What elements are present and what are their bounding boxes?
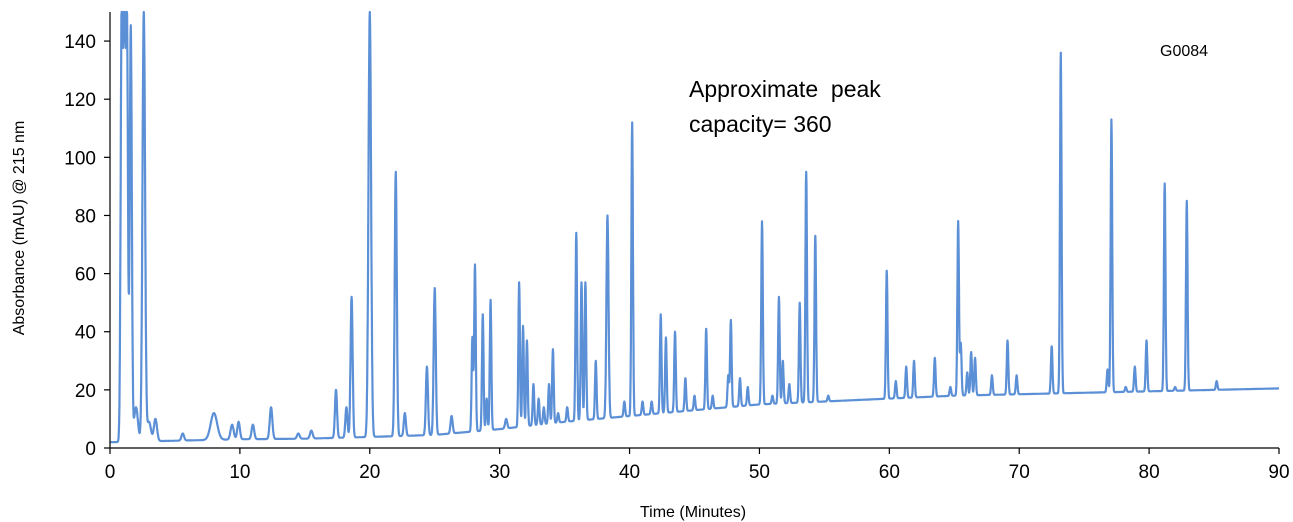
y-tick-label: 140	[64, 32, 96, 53]
y-axis-title: Absorbance (mAU) @ 215 nm	[11, 121, 28, 336]
y-tick-label: 100	[64, 148, 96, 169]
x-axis-ticks: 0 10 20 30 40 50 60 70 80 90	[105, 448, 1290, 483]
y-axis-ticks: 0 20 40 60 80 100 120 140	[64, 32, 110, 460]
y-tick-label: 40	[75, 323, 96, 344]
x-tick-label: 20	[359, 462, 380, 483]
plot-area	[109, 10, 1280, 444]
x-tick-label: 10	[229, 462, 250, 483]
x-axis-title: Time (Minutes)	[640, 504, 746, 521]
x-tick-label: 80	[1139, 462, 1160, 483]
x-tick-label: 40	[619, 462, 640, 483]
peak-capacity-annotation-line2: capacity= 360	[689, 111, 832, 137]
x-tick-label: 0	[105, 462, 116, 483]
x-tick-label: 30	[489, 462, 510, 483]
sample-id-label: G0084	[1160, 43, 1208, 60]
x-tick-label: 90	[1268, 462, 1289, 483]
y-tick-label: 60	[75, 265, 96, 286]
y-tick-label: 80	[75, 206, 96, 227]
x-tick-label: 50	[749, 462, 770, 483]
y-tick-label: 20	[75, 381, 96, 402]
y-tick-label: 0	[85, 439, 96, 460]
absorbance-trace	[109, 10, 1280, 444]
y-tick-label: 120	[64, 90, 96, 111]
peak-capacity-annotation-line1: Approximate peak	[689, 76, 881, 102]
x-tick-label: 60	[879, 462, 900, 483]
x-tick-label: 70	[1009, 462, 1030, 483]
